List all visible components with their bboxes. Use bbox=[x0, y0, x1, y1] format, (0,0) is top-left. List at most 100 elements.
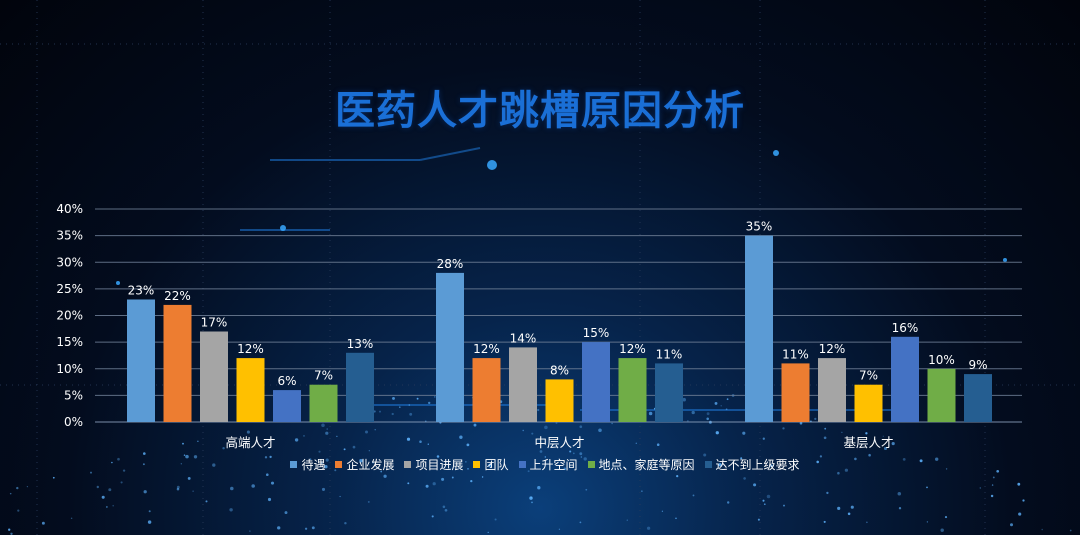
decor-particle bbox=[325, 431, 329, 435]
decor-particle bbox=[1018, 512, 1022, 516]
decor-particle bbox=[451, 476, 454, 479]
decor-particle bbox=[555, 422, 558, 424]
bar bbox=[818, 358, 846, 422]
decor-particle bbox=[392, 396, 395, 400]
decor-particle bbox=[246, 430, 250, 434]
decor-particle bbox=[494, 518, 497, 521]
decor-particle bbox=[935, 457, 939, 461]
category-label: 高端人才 bbox=[225, 435, 275, 450]
decor-particle bbox=[309, 458, 312, 461]
legend-label: 待遇 bbox=[301, 458, 326, 472]
legend-item: 企业发展 bbox=[335, 456, 394, 473]
decor-particle bbox=[183, 454, 186, 456]
data-label: 12% bbox=[819, 342, 846, 356]
bar bbox=[346, 352, 374, 422]
decor-glow-node bbox=[773, 150, 779, 156]
decor-particle bbox=[205, 500, 208, 503]
bar bbox=[854, 384, 883, 422]
decor-particle bbox=[579, 425, 583, 429]
decor-particle bbox=[176, 487, 180, 491]
decor-particle bbox=[770, 464, 773, 468]
decor-particle bbox=[277, 526, 281, 530]
decor-particle bbox=[90, 471, 92, 474]
decor-particle bbox=[641, 490, 643, 492]
decor-particle bbox=[466, 443, 470, 447]
decor-particle bbox=[441, 477, 445, 481]
decor-particle bbox=[336, 435, 338, 438]
legend-swatch bbox=[290, 461, 298, 468]
decor-particle bbox=[251, 484, 255, 488]
decor-particle bbox=[10, 532, 13, 535]
decor-particle bbox=[674, 460, 677, 463]
legend-label: 企业发展 bbox=[346, 458, 395, 472]
decor-particle bbox=[837, 506, 841, 510]
decor-particle bbox=[442, 505, 446, 509]
decor-particle bbox=[112, 504, 114, 507]
decor-particle bbox=[436, 455, 440, 458]
decor-particle bbox=[432, 482, 436, 486]
decor-particle bbox=[101, 495, 105, 499]
legend-label: 地点、家庭等原因 bbox=[598, 458, 695, 472]
bar bbox=[891, 336, 919, 422]
decor-particle bbox=[544, 456, 546, 458]
decor-particle bbox=[372, 461, 374, 464]
decor-particle bbox=[264, 456, 268, 459]
data-label: 7% bbox=[314, 369, 333, 383]
decor-particle bbox=[428, 401, 431, 405]
decor-particle bbox=[996, 469, 1000, 473]
bar bbox=[509, 347, 537, 422]
decor-particle bbox=[120, 481, 123, 484]
decor-particle bbox=[1022, 499, 1025, 502]
y-tick-label: 5% bbox=[64, 388, 83, 402]
decor-particle bbox=[367, 500, 370, 503]
y-tick-label: 0% bbox=[64, 415, 83, 429]
chart-title: 医药人才跳槽原因分析 bbox=[335, 88, 745, 134]
decor-particle bbox=[325, 458, 329, 462]
category-label: 中层人才 bbox=[534, 435, 584, 450]
bar bbox=[236, 358, 265, 422]
decor-particle bbox=[522, 429, 524, 432]
decor-particle bbox=[882, 435, 884, 437]
decor-particle bbox=[391, 412, 394, 416]
legend-item: 待遇 bbox=[290, 456, 325, 473]
decor-particle bbox=[841, 431, 843, 433]
decor-particle bbox=[902, 458, 906, 461]
decor-particle bbox=[583, 457, 587, 461]
decor-glow-node bbox=[280, 225, 286, 231]
bar bbox=[927, 368, 956, 423]
data-label: 15% bbox=[583, 326, 610, 340]
decor-particle bbox=[762, 437, 765, 440]
decor-particle bbox=[824, 427, 827, 430]
category-labels: 高端人才 中层人才 基层人才 bbox=[225, 435, 893, 450]
decor-particle bbox=[487, 531, 489, 534]
decor-particle bbox=[399, 406, 401, 408]
legend-item: 上升空间 bbox=[518, 456, 578, 473]
decor-particle bbox=[646, 526, 651, 530]
data-label: 35% bbox=[746, 220, 773, 234]
decor-particle bbox=[406, 437, 411, 441]
y-tick-label: 15% bbox=[56, 335, 83, 349]
decor-particle bbox=[108, 488, 112, 492]
decor-particle bbox=[740, 457, 743, 460]
decor-particle bbox=[799, 421, 803, 425]
legend-swatch bbox=[473, 461, 481, 468]
decor-particle bbox=[847, 512, 851, 516]
decor-particle bbox=[527, 470, 530, 473]
decor-particle bbox=[425, 420, 427, 422]
data-label: 17% bbox=[201, 316, 228, 330]
decor-particle bbox=[419, 440, 422, 443]
decor-particle bbox=[537, 408, 540, 412]
decor-particle bbox=[143, 452, 146, 455]
decor-particle bbox=[212, 463, 216, 467]
decor-particle bbox=[409, 412, 413, 416]
decor-particle bbox=[611, 422, 613, 425]
bar bbox=[309, 384, 338, 422]
legend-item: 团队 bbox=[473, 456, 509, 473]
decor-particle bbox=[193, 455, 198, 459]
legend-item: 达不到上级要求 bbox=[704, 456, 800, 473]
decor-circuit-line bbox=[419, 147, 481, 161]
data-label: 12% bbox=[619, 342, 646, 356]
decor-particle bbox=[816, 460, 819, 464]
decor-particle bbox=[303, 435, 305, 437]
